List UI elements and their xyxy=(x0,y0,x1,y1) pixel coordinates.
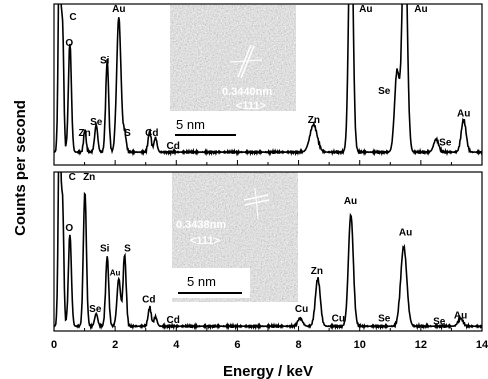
bottom-peak-labels: C Zn O Si S Au Se Cd Cd Cu Zn Cu Au Se Au Se Au xyxy=(65,172,467,328)
top-plane-label: <111> xyxy=(236,100,266,112)
bottom-peak-label-se: Se xyxy=(378,314,391,325)
top-peak-label-au: Au xyxy=(414,4,427,15)
top-peak-label-zn: Zn xyxy=(78,128,90,139)
x-tick-label-8: 8 xyxy=(296,339,302,351)
top-peak-label-cd: Cd xyxy=(167,141,180,152)
bottom-peak-label-cd: Cd xyxy=(142,294,155,305)
x-axis-ticks: 0 2 4 6 8 10 12 14 xyxy=(51,160,488,351)
bottom-peak-label-si: Si xyxy=(100,244,110,255)
x-tick-label-4: 4 xyxy=(173,339,180,351)
bottom-fringe-crossline xyxy=(254,187,259,219)
bottom-spacing-label: 0.3438nm xyxy=(176,219,226,231)
x-tick-label-14: 14 xyxy=(476,339,488,351)
top-peak-label-o: O xyxy=(65,38,73,49)
top-peak-label-se: Se xyxy=(439,138,452,149)
bottom-spectrum-line xyxy=(54,172,482,331)
x-axis-title: Energy / keV xyxy=(223,363,313,379)
bottom-peak-label-cu: Cu xyxy=(332,314,345,325)
top-spectrum-line xyxy=(54,4,482,157)
bottom-peak-label-au: Au xyxy=(399,228,412,239)
bottom-peak-label-cd: Cd xyxy=(167,315,180,326)
top-peak-label-au: Au xyxy=(112,4,125,15)
bottom-peak-label-se: Se xyxy=(89,304,102,315)
bottom-peak-label-se: Se xyxy=(433,317,446,328)
bottom-peak-label-cu: Cu xyxy=(295,304,308,315)
bottom-peak-label-zn: Zn xyxy=(311,266,323,277)
x-tick-label-0: 0 xyxy=(51,339,57,351)
bottom-tem-inset: 0.3438nm <111> 5 nm xyxy=(172,172,298,302)
top-peak-label-si: Si xyxy=(100,56,110,67)
top-tem-inset: 0.3440nm <111> 5 nm xyxy=(170,5,296,143)
top-peak-label-s: S xyxy=(124,128,131,139)
x-tick-label-2: 2 xyxy=(112,339,118,351)
x-tick-label-12: 12 xyxy=(415,339,427,351)
top-spacing-label: 0.3440nm xyxy=(222,86,272,98)
top-scalebar-label: 5 nm xyxy=(176,117,205,132)
bottom-peak-label-au: Au xyxy=(454,310,467,321)
top-peak-label-cd: Cd xyxy=(145,128,158,139)
x-tick-label-10: 10 xyxy=(354,339,366,351)
top-peak-label-c: C xyxy=(69,12,76,23)
top-peak-label-zn: Zn xyxy=(308,115,320,126)
bottom-peak-label-o: O xyxy=(65,223,73,234)
top-peak-label-se: Se xyxy=(378,86,391,97)
top-peak-label-se: Se xyxy=(90,117,103,128)
y-axis-title: Counts per second xyxy=(12,100,29,236)
bottom-scalebar-label: 5 nm xyxy=(187,274,216,289)
bottom-plane-label: <111> xyxy=(190,235,220,247)
top-peak-label-au: Au xyxy=(359,4,372,15)
bottom-peak-label-au: Au xyxy=(110,268,121,277)
bottom-peak-label-s: S xyxy=(124,244,131,255)
bottom-fringe-marker-b xyxy=(244,199,270,206)
bottom-peak-label-au: Au xyxy=(344,196,357,207)
bottom-peak-label-zn: Zn xyxy=(83,172,95,183)
bottom-peak-label-c: C xyxy=(69,172,76,183)
x-tick-label-6: 6 xyxy=(234,339,240,351)
top-fringe-crossline xyxy=(229,59,263,63)
top-peak-label-au: Au xyxy=(457,109,470,120)
top-fringe-marker-b xyxy=(240,45,255,79)
